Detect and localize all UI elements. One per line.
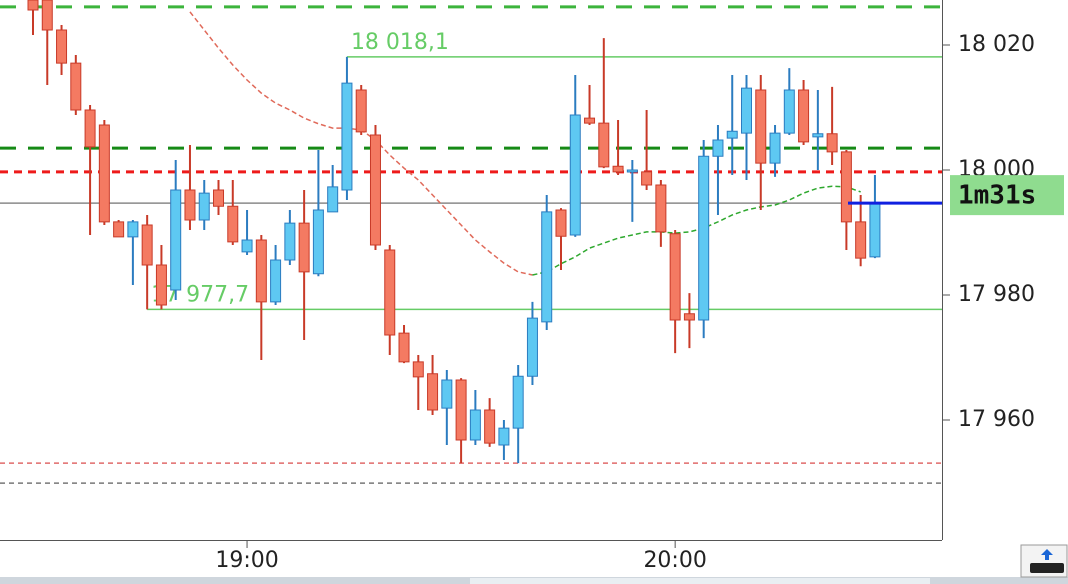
candle-body	[113, 221, 125, 238]
candle-body	[798, 89, 810, 143]
x-tick-label: 20:00	[643, 548, 706, 573]
candle-body	[655, 184, 667, 233]
candle-body	[170, 189, 182, 291]
candle-body	[855, 221, 867, 259]
candle-body	[526, 317, 538, 377]
candle-body	[455, 379, 467, 441]
candle-body	[155, 264, 167, 306]
candle-body	[498, 427, 510, 446]
candle-body	[741, 87, 752, 134]
candle-body	[826, 133, 838, 153]
candle-body	[783, 89, 795, 134]
arrow-icon	[1041, 549, 1053, 560]
candle-body	[612, 165, 624, 173]
candle-body	[398, 332, 410, 363]
moving-average	[532, 185, 861, 276]
candle-body	[812, 133, 824, 138]
scroll-thumb[interactable]	[470, 578, 930, 584]
candle-body	[555, 209, 567, 237]
candle-body	[598, 122, 610, 168]
candle-body	[127, 221, 139, 238]
candle-body	[241, 239, 253, 253]
countdown: 1m31s	[958, 181, 1036, 211]
candle-body	[569, 114, 581, 236]
level-label: 18 018,1	[351, 30, 449, 55]
candle-body	[198, 192, 210, 221]
candle-body	[284, 222, 296, 261]
candle-body	[698, 155, 710, 321]
candle-body	[70, 62, 82, 111]
candle-body	[484, 409, 496, 444]
candle-body	[41, 0, 53, 31]
candle-body	[512, 375, 524, 429]
candle-body	[298, 222, 310, 273]
y-tick-label: 18 020	[958, 32, 1035, 57]
candle-body	[541, 211, 553, 323]
candle-body	[840, 151, 852, 223]
level-label: 17 977,7	[151, 282, 249, 307]
candle-body	[412, 361, 424, 378]
candle-body	[227, 205, 239, 243]
candle-body	[56, 29, 68, 64]
candle-body	[626, 169, 638, 173]
candle-body	[184, 189, 196, 221]
y-tick-label: 17 980	[958, 282, 1035, 307]
candle-body	[327, 186, 339, 213]
candle-body	[141, 224, 153, 266]
candle-body	[98, 124, 110, 223]
candle-body	[755, 89, 767, 164]
candle-body	[27, 0, 39, 11]
bar-icon	[1030, 563, 1064, 573]
candle-body	[669, 233, 681, 321]
candle-body	[469, 409, 481, 441]
candle-body	[312, 209, 324, 275]
candle-body	[369, 134, 381, 246]
candle-body	[213, 189, 225, 207]
candle-body	[341, 82, 353, 191]
candle-body	[712, 139, 724, 157]
x-tick-label: 19:00	[215, 548, 278, 573]
candle-body	[255, 239, 267, 303]
candle-body	[641, 171, 653, 186]
candle-body	[726, 130, 738, 139]
countdown-box	[950, 175, 1064, 216]
candle-body	[270, 259, 282, 303]
candle-body	[384, 249, 396, 336]
candle-body	[355, 89, 367, 133]
candle-body	[427, 373, 439, 411]
scroll-button[interactable]	[1020, 544, 1068, 578]
candle-body	[683, 313, 695, 321]
candle-body	[869, 202, 881, 258]
candle-body	[769, 132, 781, 164]
candle-body	[84, 109, 96, 148]
candle-body	[584, 117, 596, 124]
candle-body	[441, 379, 453, 409]
y-tick-label: 17 960	[958, 407, 1035, 432]
